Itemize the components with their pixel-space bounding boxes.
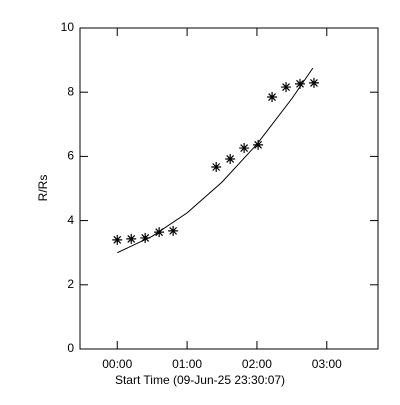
x-axis-label: Start Time (09-Jun-25 23:30:07) [115,373,285,387]
data-point [140,232,151,243]
asterisk [154,227,165,238]
plot-frame [79,27,379,350]
asterisk [281,82,292,93]
x-tick-label: 00:00 [102,357,132,371]
asterisk [225,153,236,164]
data-point [253,139,264,150]
y-tick-label: 2 [67,277,74,291]
data-point [154,227,165,238]
x-tick-label: 01:00 [172,357,202,371]
asterisk [253,139,264,150]
asterisk [112,234,123,245]
x-tick-label: 03:00 [312,357,342,371]
data-point [225,153,236,164]
data-point [126,233,137,244]
asterisk [211,161,222,172]
asterisk [168,225,179,236]
asterisk [126,233,137,244]
data-point [295,78,306,89]
y-tick-label: 0 [67,341,74,355]
data-point [112,234,123,245]
data-point [281,82,292,93]
data-point [168,225,179,236]
asterisk [140,232,151,243]
y-tick-label: 8 [67,84,74,98]
data-point [308,77,319,88]
y-tick-label: 6 [67,149,74,163]
asterisk [308,77,319,88]
data-point [239,143,250,154]
asterisk [295,78,306,89]
x-tick-label: 02:00 [242,357,272,371]
y-tick-label: 10 [61,20,75,34]
asterisk [267,92,278,103]
data-point [267,92,278,103]
data-point [211,161,222,172]
y-tick-label: 4 [67,213,74,227]
fit-line [117,67,314,254]
y-axis-label: R/Rs [36,175,50,202]
asterisk [239,143,250,154]
